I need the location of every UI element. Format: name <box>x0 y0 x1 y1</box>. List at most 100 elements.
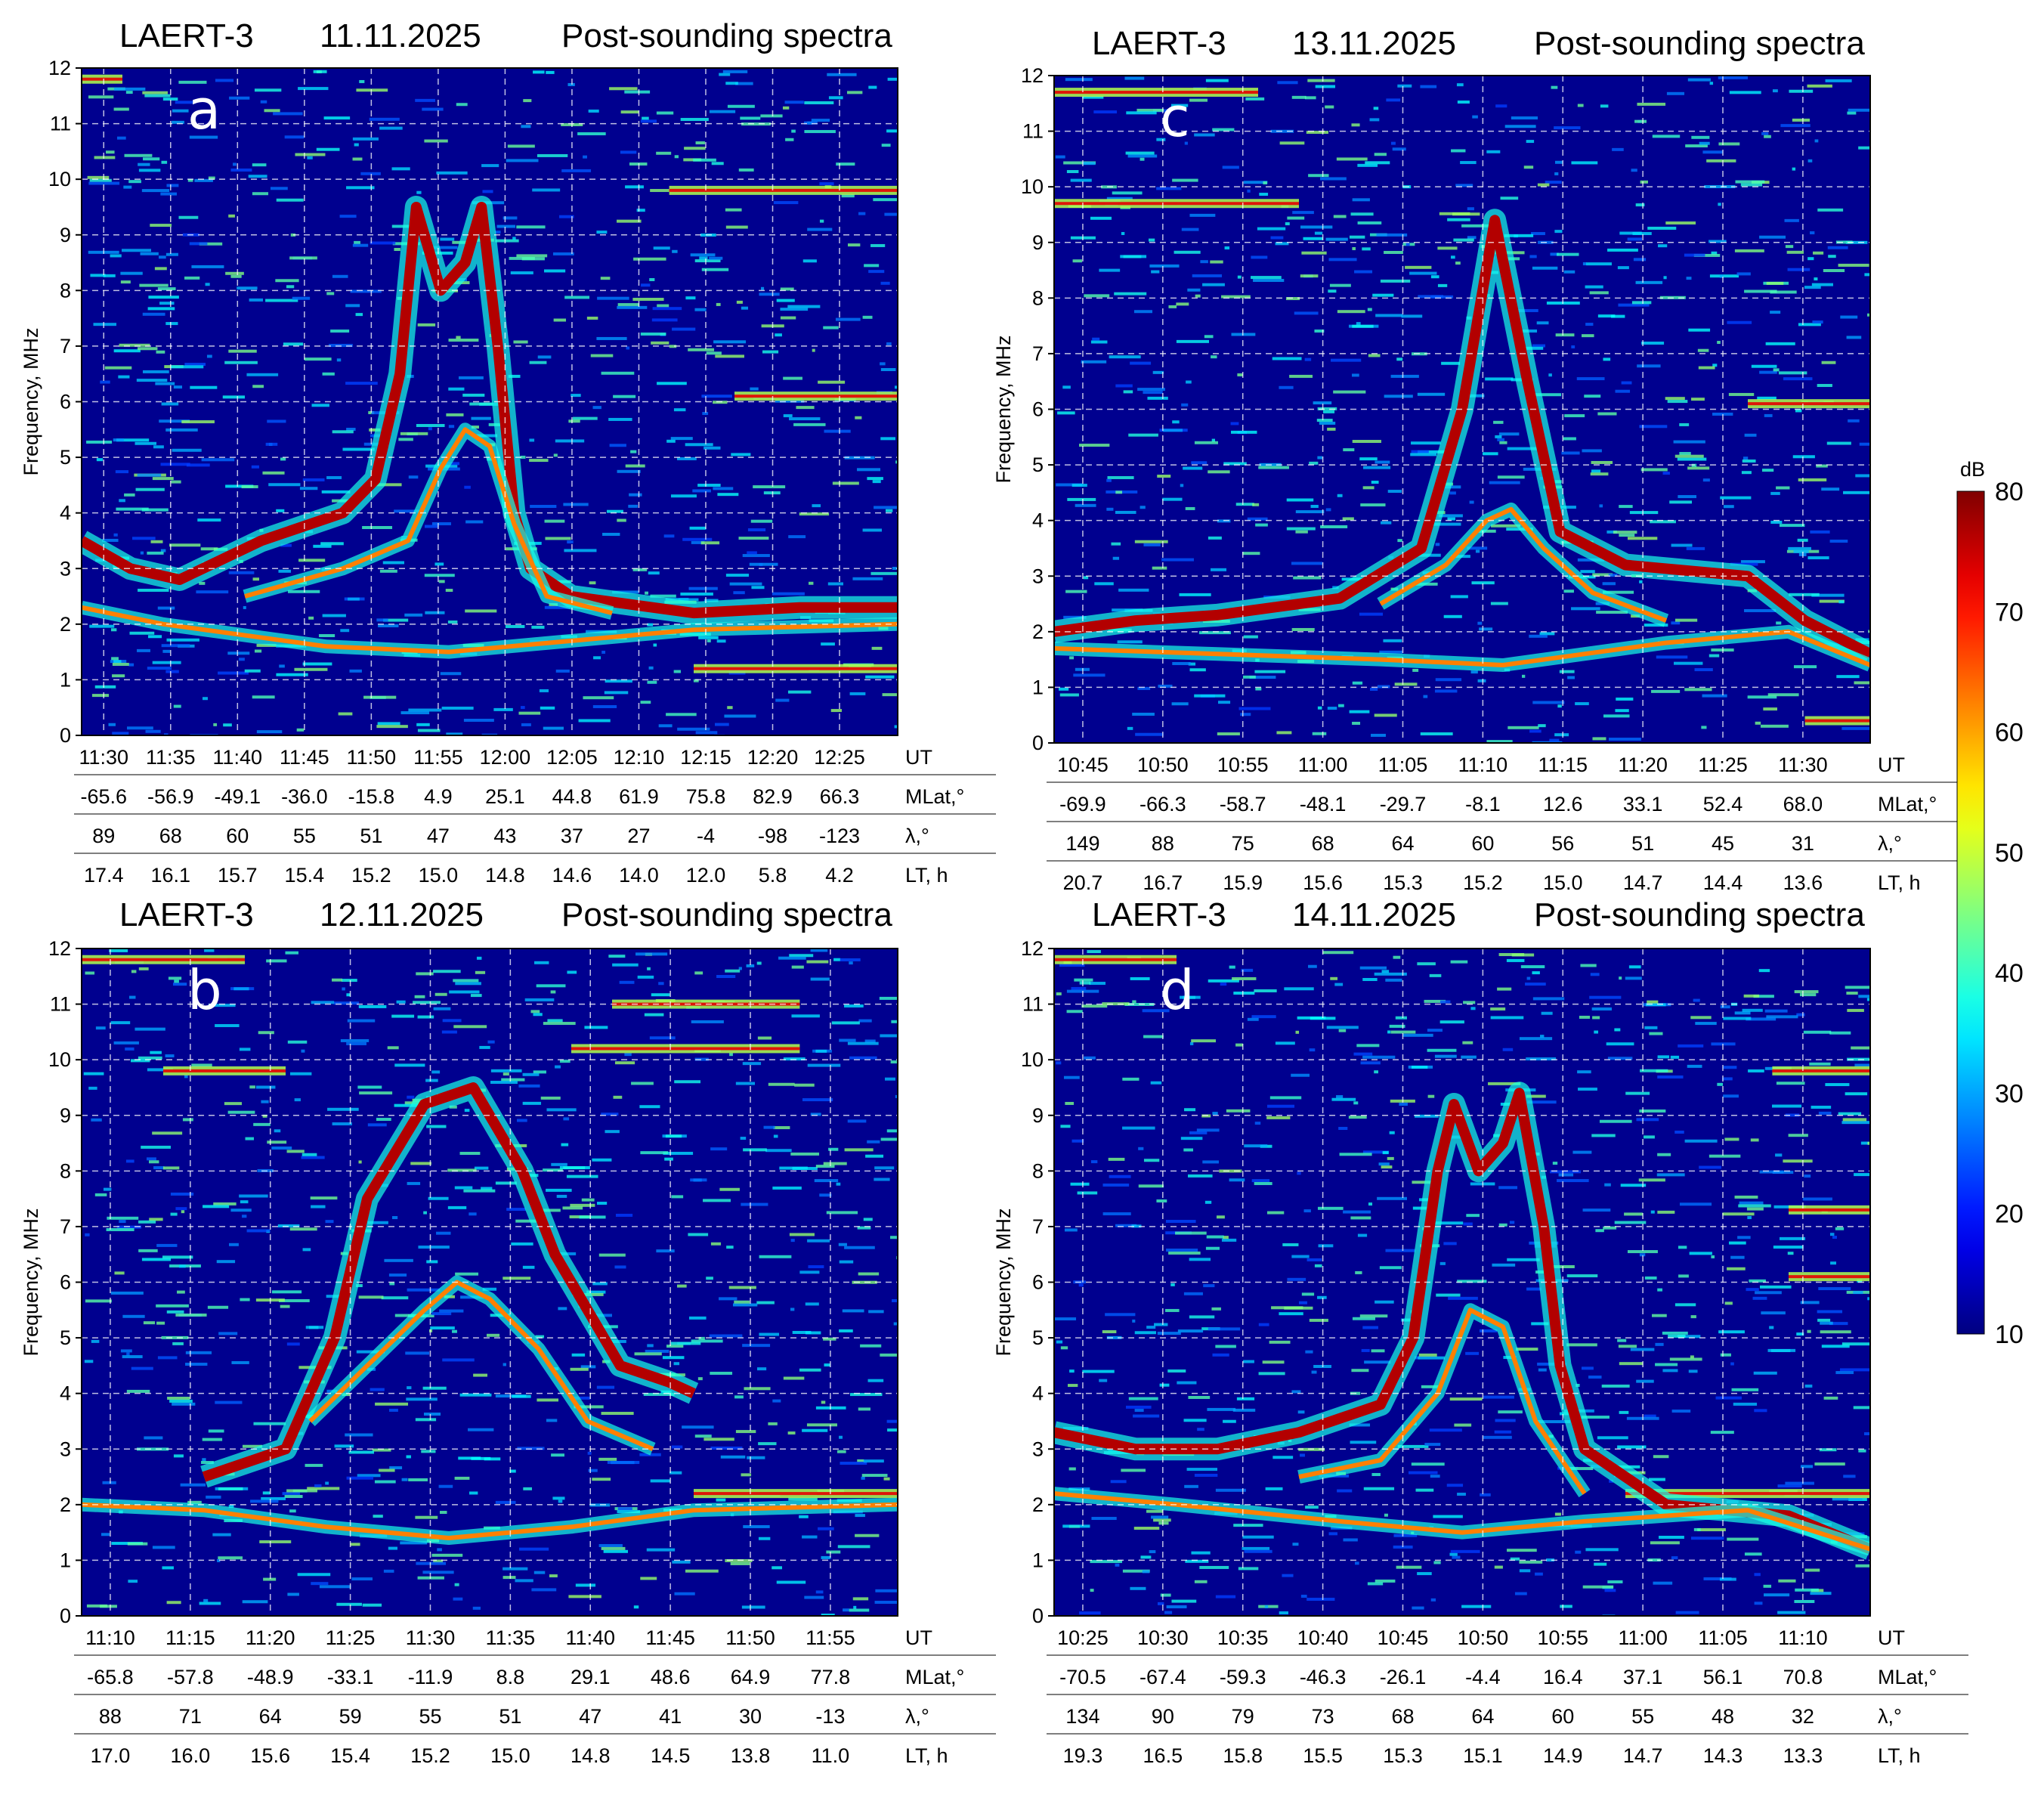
y-tick-label: 1 <box>1032 1549 1044 1571</box>
row-3-value: 15.5 <box>1303 1744 1343 1767</box>
row-3-value: 17.4 <box>84 864 124 887</box>
row-3-value: 17.0 <box>91 1744 131 1767</box>
row-1-value: 75.8 <box>686 785 726 808</box>
row-1-value: -15.8 <box>348 785 395 808</box>
row-label: LT, h <box>905 864 948 887</box>
colorbar-unit: dB <box>1960 458 1985 481</box>
row-3-value: 16.5 <box>1143 1744 1183 1767</box>
colorbar-tick-label: 10 <box>1995 1320 2024 1349</box>
row-3-value: 15.0 <box>1543 871 1583 894</box>
row-label: MLat,° <box>1878 1666 1937 1688</box>
row-3-value: 14.6 <box>552 864 592 887</box>
row-2-value: 31 <box>1792 832 1814 855</box>
row-1-value: 37.1 <box>1623 1666 1663 1688</box>
row-3-value: 15.3 <box>1383 1744 1423 1767</box>
y-tick-label: 7 <box>60 1215 71 1238</box>
band-core <box>669 188 898 192</box>
row-0-value: 11:35 <box>486 1626 536 1649</box>
row-3-value: 15.1 <box>1463 1744 1503 1767</box>
band-core <box>1625 1492 1870 1496</box>
title-part: Post-sounding spectra <box>1534 25 1865 62</box>
row-2-value: -4 <box>697 825 715 847</box>
y-tick-label: 12 <box>48 57 71 79</box>
row-2-value: 60 <box>1551 1705 1574 1728</box>
title-part: 11.11.2025 <box>320 17 481 54</box>
row-3-value: 14.7 <box>1623 871 1663 894</box>
row-3-value: 15.0 <box>490 1744 530 1767</box>
row-1-value: -49.1 <box>215 785 261 808</box>
y-tick-label: 5 <box>60 446 71 469</box>
row-label: LT, h <box>1878 871 1921 894</box>
title-part: 12.11.2025 <box>320 896 484 933</box>
row-1-value: -70.5 <box>1059 1666 1106 1688</box>
row-2-value: 88 <box>99 1705 122 1728</box>
row-label: MLat,° <box>905 1666 964 1688</box>
row-1-value: -66.3 <box>1140 793 1186 815</box>
row-0-value: 10:35 <box>1217 1626 1269 1649</box>
row-2-value: 59 <box>339 1705 362 1728</box>
title-part: Post-sounding spectra <box>561 896 892 933</box>
row-0-value: 11:50 <box>725 1626 775 1649</box>
colorbar: dB 10 20 30 40 50 60 70 80 <box>1956 458 2024 1349</box>
trace-1 <box>1379 506 1668 623</box>
colorbar-gradient <box>1956 491 1985 1335</box>
y-tick-label: 6 <box>1032 398 1044 421</box>
y-axis-label: Frequency, MHz <box>992 335 1015 483</box>
y-tick-label: 0 <box>1032 732 1044 754</box>
emission-bands <box>82 955 898 1499</box>
row-0-value: 10:30 <box>1137 1626 1189 1649</box>
panel-title: LAERT-3 11.11.2025 Post-sounding spectra <box>119 17 892 54</box>
row-1-value: -65.6 <box>80 785 127 808</box>
row-1-value: 25.1 <box>485 785 525 808</box>
colorbar-tick-label: 40 <box>1995 959 2024 988</box>
row-2-value: 64 <box>1471 1705 1494 1728</box>
y-tick-label: 11 <box>1022 993 1044 1016</box>
band-core <box>694 667 898 670</box>
row-label: LT, h <box>905 1744 948 1767</box>
row-3-value: 14.8 <box>571 1744 611 1767</box>
row-3-value: 14.0 <box>619 864 659 887</box>
row-2-value: 89 <box>92 825 115 847</box>
row-2-value: 88 <box>1152 832 1174 855</box>
row-0-value: 11:55 <box>413 746 463 769</box>
row-2-value: 48 <box>1712 1705 1734 1728</box>
y-tick-label: 8 <box>1032 286 1044 309</box>
trace-1 <box>244 427 613 616</box>
row-1-value: 8.8 <box>496 1666 525 1688</box>
panel-title: LAERT-3 13.11.2025 Post-sounding spectra <box>1092 25 1865 62</box>
row-1-value: -48.1 <box>1300 793 1347 815</box>
panel-letter: a <box>187 78 221 141</box>
traces <box>82 196 898 659</box>
y-tick-label: 12 <box>1021 937 1044 960</box>
row-2-value: 37 <box>561 825 583 847</box>
y-axis-label: Frequency, MHz <box>20 327 42 475</box>
row-label: MLat,° <box>1878 793 1937 815</box>
noise-layer <box>1054 950 1870 1616</box>
row-2-value: 68 <box>1312 832 1334 855</box>
row-0-value: 11:30 <box>79 746 128 769</box>
row-1-value: -56.9 <box>147 785 194 808</box>
row-2-value: 60 <box>1471 832 1494 855</box>
row-0-value: 11:50 <box>347 746 397 769</box>
trace-0 <box>202 1082 696 1482</box>
row-3-value: 15.9 <box>1223 871 1263 894</box>
colorbar-tick-label: 60 <box>1995 719 2024 747</box>
row-1-value: 44.8 <box>552 785 592 808</box>
row-1-value: -58.7 <box>1220 793 1266 815</box>
y-tick-label: 12 <box>48 937 71 960</box>
row-0-value: 11:35 <box>146 746 196 769</box>
y-tick-label: 10 <box>1021 175 1044 198</box>
row-3-value: 15.7 <box>218 864 258 887</box>
grid <box>82 68 898 735</box>
row-label: UT <box>1878 754 1905 776</box>
title-part: 14.11.2025 <box>1292 896 1456 933</box>
colorbar-tick-label: 70 <box>1995 598 2024 627</box>
row-2-value: 51 <box>1631 832 1654 855</box>
row-2-value: 71 <box>179 1705 202 1728</box>
row-3-value: 14.7 <box>1623 1744 1663 1767</box>
row-3-value: 14.9 <box>1543 1744 1583 1767</box>
row-0-value: 11:20 <box>1618 754 1668 776</box>
y-tick-label: 4 <box>60 502 71 525</box>
